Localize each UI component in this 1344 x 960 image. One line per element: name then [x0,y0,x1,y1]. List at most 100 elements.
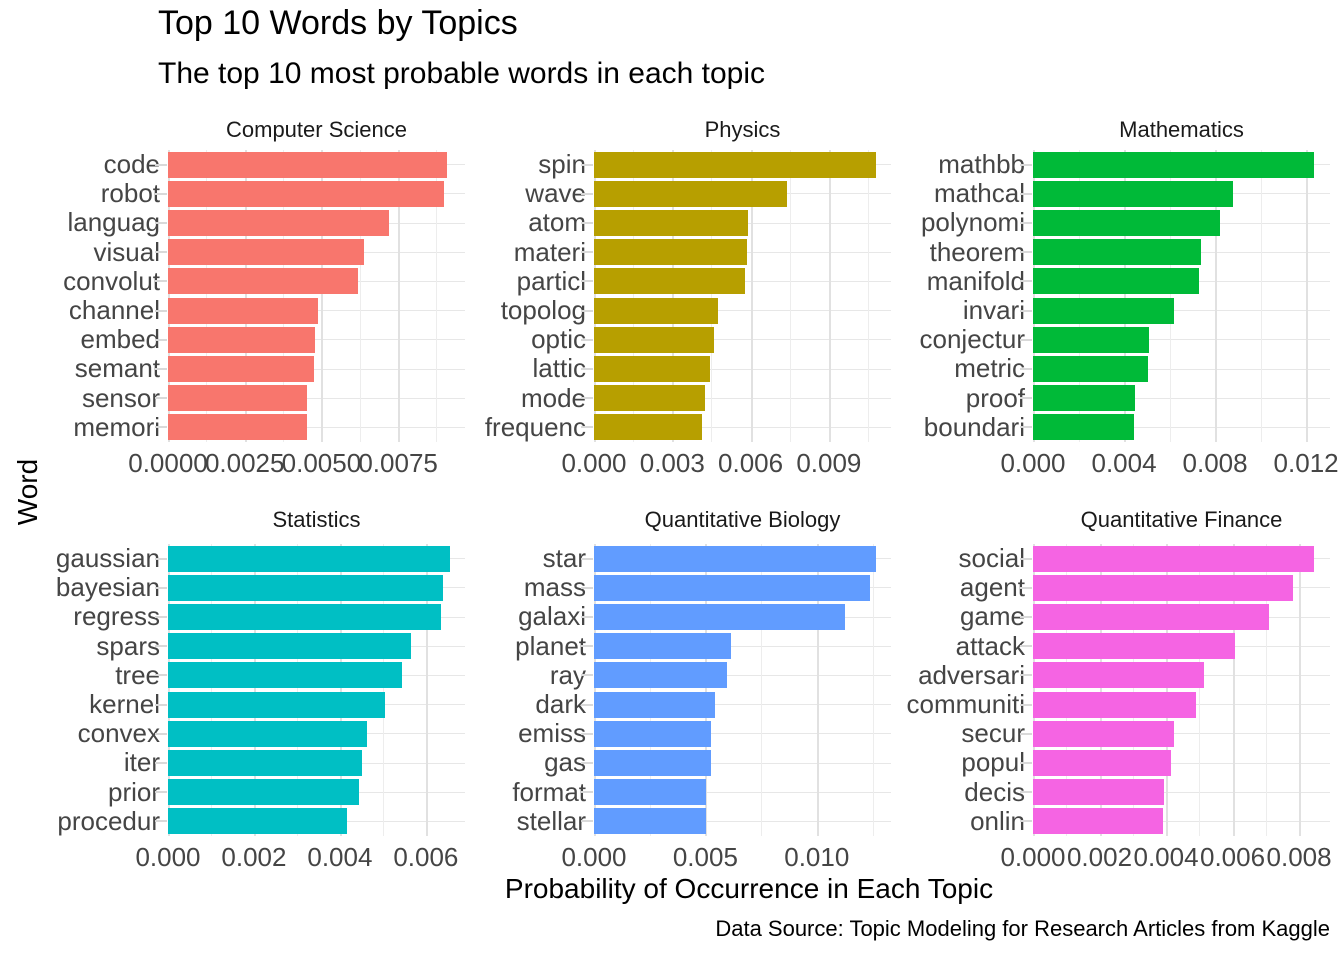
facet-panel [168,544,465,836]
y-axis-tick [1020,163,1032,166]
bar [594,545,877,572]
bar [168,691,386,718]
grid-minor-line [1260,150,1262,442]
bar [1033,691,1196,718]
facet-title: Statistics [272,507,361,532]
grid-major-line [1033,544,1035,836]
bar [168,808,347,835]
bar [168,633,412,660]
category-label: manifold [926,265,1025,296]
bar [594,574,871,601]
y-axis-tick [581,820,593,823]
bar [594,385,706,412]
y-axis-tick [155,280,167,283]
y-axis-tick [581,222,593,224]
y-axis-tick [581,192,593,195]
y-axis-tick [1020,338,1032,341]
y-axis-tick [1020,557,1032,560]
y-axis-tick [1020,616,1032,618]
bar [168,385,308,412]
y-axis-tick [155,426,167,429]
y-axis-tick [581,280,593,283]
row-grid-line [594,733,891,735]
y-axis-tick [581,338,593,341]
category-label: convolut [63,265,160,296]
facet-title: Computer Science [226,117,407,142]
y-axis-tick [581,791,593,794]
x-tick-label: 0.006 [718,448,784,478]
y-axis-tick [155,192,167,195]
x-tick-label: 0.010 [784,842,850,872]
x-axis-title: Probability of Occurrence in Each Topic [504,873,994,904]
category-label: popul [961,747,1025,778]
bar [168,180,445,207]
y-axis-tick [1020,703,1032,706]
y-axis-tick [155,703,167,706]
category-label: emiss [518,718,586,749]
row-grid-line [1033,368,1330,370]
y-axis-tick [155,163,167,166]
category-label: invari [962,295,1025,325]
bar [594,691,715,718]
grid-minor-line [1078,150,1080,442]
y-axis-tick [581,762,593,764]
row-grid-line [1033,426,1330,428]
grid-minor-line [1199,544,1201,836]
bar [1033,604,1270,630]
bar [1033,151,1315,178]
bar [168,414,308,441]
row-grid-line [594,397,891,399]
facet-panel [594,544,891,836]
grid-major-line [750,150,753,442]
x-tick-label: 0.009 [796,448,862,478]
y-axis-tick [581,732,593,735]
y-axis-tick [155,338,167,341]
x-tick-label: 0.0000 [128,448,208,478]
facet-title: Physics [704,117,781,142]
y-axis-tick [581,557,593,560]
grid-minor-line [1132,544,1134,836]
bar [168,662,403,689]
y-axis-tick [1020,762,1032,764]
category-label: convex [77,718,160,749]
y-axis-tick [155,557,167,560]
category-label: spars [96,630,160,661]
category-label: embed [80,324,161,355]
bar [1033,808,1164,835]
category-label: semant [74,353,160,384]
y-axis-tick [581,426,593,429]
y-axis-tick [155,222,167,224]
grid-minor-line [868,150,870,442]
category-label: procedur [57,805,160,836]
category-label: planet [515,630,586,661]
chart-subtitle: The top 10 most probable words in each t… [158,57,766,90]
grid-major-line [1232,544,1235,836]
bar [1033,779,1165,806]
chart-title: Top 10 Words by Topics [158,4,518,42]
y-axis-tick [581,251,593,254]
facet-title: Quantitative Finance [1080,507,1283,532]
row-grid-line [594,762,891,764]
y-axis-tick [155,616,167,618]
category-label: decis [964,776,1025,807]
grid-minor-line [1169,150,1171,442]
row-grid-line [594,368,891,370]
bar [594,720,712,747]
category-label: code [103,149,160,179]
grid-major-line [828,150,831,442]
facet-panel [594,150,891,442]
row-grid-line [168,426,465,428]
bar [594,297,719,324]
bar [594,750,711,776]
x-tick-label: 0.005 [672,842,738,872]
category-label: lattic [532,353,586,384]
bar [168,574,443,601]
grid-minor-line [359,150,361,442]
category-label: regress [73,601,160,632]
grid-minor-line [382,544,384,836]
grid-major-line [1215,150,1218,442]
bar [1033,750,1172,776]
row-grid-line [1033,310,1330,312]
grid-major-line [705,544,708,836]
